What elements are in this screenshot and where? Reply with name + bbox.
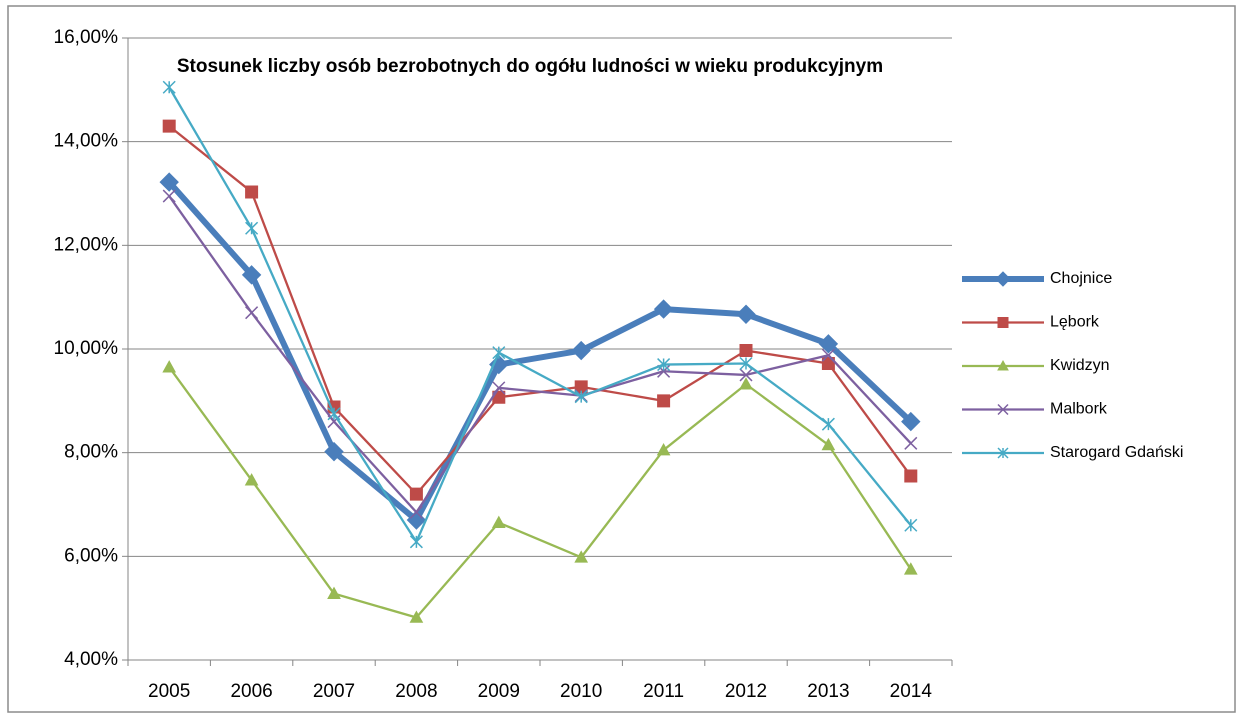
x-tick-label: 2012 bbox=[725, 681, 767, 702]
data-point bbox=[162, 360, 177, 373]
x-tick-label: 2011 bbox=[643, 681, 684, 702]
data-point bbox=[162, 189, 176, 203]
data-point bbox=[657, 358, 671, 372]
data-point bbox=[739, 356, 753, 371]
x-tick-label: 2008 bbox=[395, 681, 437, 702]
legend-marker bbox=[997, 359, 1009, 371]
data-point bbox=[739, 368, 753, 382]
series-line bbox=[166, 180, 913, 524]
x-tick-label: 2005 bbox=[148, 681, 190, 702]
legend-marker bbox=[997, 403, 1009, 416]
data-point bbox=[821, 437, 836, 451]
data-point bbox=[491, 515, 506, 528]
data-point bbox=[901, 411, 921, 432]
data-point bbox=[162, 80, 176, 94]
legend: Chojnice Lębork Kwidzyn Malbork Starogard Gd… bbox=[962, 270, 1183, 461]
legend-marker bbox=[995, 271, 1011, 287]
legend-label: Lębork bbox=[1050, 314, 1100, 331]
x-tick-label: 2013 bbox=[807, 681, 849, 702]
data-point bbox=[574, 550, 589, 563]
data-point bbox=[492, 346, 506, 360]
data-point bbox=[489, 354, 509, 375]
legend-label: Starogard Gdański bbox=[1050, 444, 1183, 461]
data-point bbox=[159, 172, 179, 192]
y-tick-label: 14,00% bbox=[54, 131, 119, 152]
data-point bbox=[162, 119, 176, 133]
x-tick-label: 2007 bbox=[313, 681, 355, 702]
chart-title: Stosunek liczby osób bezrobotnych do ogó… bbox=[177, 56, 883, 77]
series-line bbox=[168, 86, 912, 543]
data-point bbox=[406, 510, 427, 530]
data-point bbox=[244, 473, 259, 486]
legend-label: Kwidzyn bbox=[1050, 357, 1110, 374]
data-point bbox=[409, 610, 424, 623]
data-point bbox=[904, 436, 918, 450]
x-tick-label: 2014 bbox=[890, 681, 933, 702]
data-point bbox=[657, 394, 671, 408]
data-point bbox=[245, 185, 259, 199]
y-tick-label: 10,00% bbox=[54, 338, 119, 359]
legend-marker bbox=[997, 447, 1009, 459]
data-point bbox=[245, 306, 259, 320]
y-tick-label: 6,00% bbox=[64, 545, 118, 566]
data-point bbox=[574, 390, 588, 404]
x-tick-label: 2009 bbox=[478, 681, 520, 702]
data-point bbox=[904, 518, 918, 532]
data-point bbox=[571, 340, 591, 361]
y-tick-label: 8,00% bbox=[64, 442, 118, 463]
data-point bbox=[821, 348, 835, 362]
data-point bbox=[903, 562, 918, 575]
x-tick-label: 2010 bbox=[560, 681, 602, 702]
data-point bbox=[653, 299, 674, 319]
series-line bbox=[168, 195, 912, 514]
y-tick-label: 12,00% bbox=[54, 234, 119, 255]
x-tick-label: 2006 bbox=[230, 681, 272, 702]
data-point bbox=[739, 344, 753, 358]
data-point bbox=[409, 505, 423, 519]
chart-frame bbox=[7, 5, 1236, 713]
data-point bbox=[736, 304, 756, 324]
data-point bbox=[324, 441, 344, 462]
y-tick-label: 16,00% bbox=[54, 27, 119, 48]
data-point bbox=[245, 221, 259, 235]
data-point bbox=[327, 407, 341, 421]
data-point bbox=[656, 443, 671, 456]
data-point bbox=[739, 377, 753, 390]
data-point bbox=[409, 487, 423, 501]
legend-label: Chojnice bbox=[1050, 270, 1112, 287]
series-line bbox=[168, 366, 912, 619]
data-point bbox=[409, 535, 423, 549]
data-point bbox=[821, 417, 835, 431]
data-point bbox=[492, 381, 506, 395]
legend-label: Malbork bbox=[1050, 401, 1108, 418]
data-point bbox=[818, 334, 839, 354]
data-point bbox=[327, 586, 341, 599]
legend-marker bbox=[997, 317, 1009, 328]
data-point bbox=[241, 265, 262, 285]
y-tick-label: 4,00% bbox=[64, 649, 118, 670]
data-point bbox=[904, 469, 918, 483]
